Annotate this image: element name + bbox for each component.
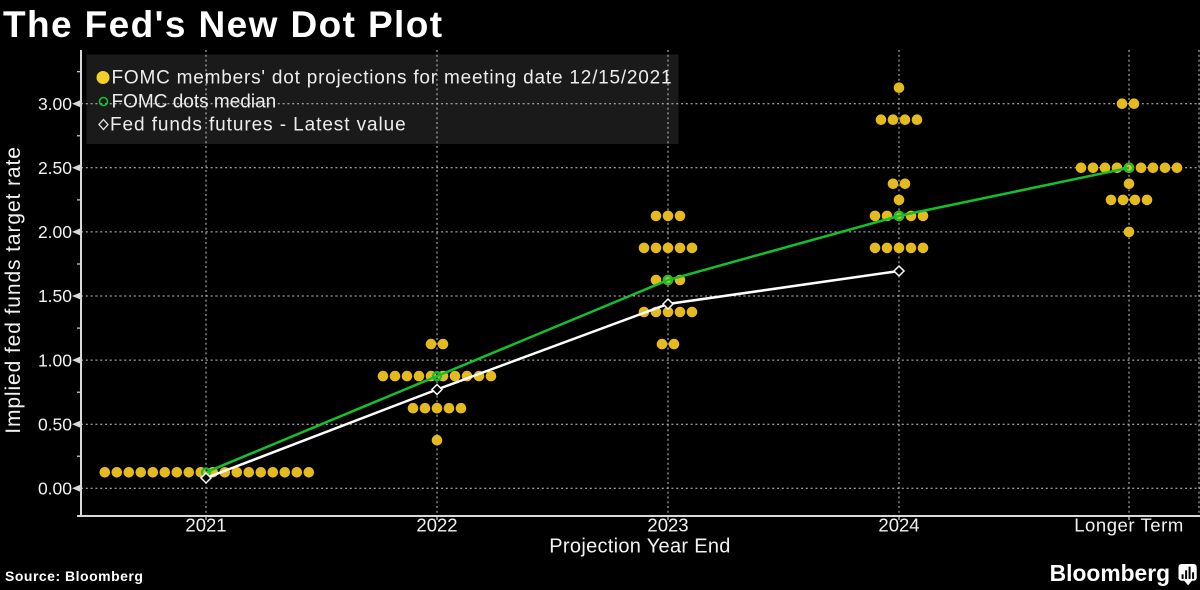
svg-text:Implied fed funds target rate: Implied fed funds target rate bbox=[2, 146, 25, 434]
svg-text:1.50: 1.50 bbox=[38, 286, 72, 306]
svg-text:Source: Bloomberg: Source: Bloomberg bbox=[5, 568, 143, 584]
svg-text:FOMC members' dot projections: FOMC members' dot projections for meetin… bbox=[112, 68, 673, 89]
svg-text:Projection Year End: Projection Year End bbox=[549, 536, 730, 558]
svg-text:Bloomberg: Bloomberg bbox=[1050, 560, 1170, 586]
svg-text:1.00: 1.00 bbox=[38, 350, 72, 370]
svg-text:FOMC dots median: FOMC dots median bbox=[112, 92, 277, 113]
svg-text:0.00: 0.00 bbox=[38, 479, 72, 499]
svg-text:2023: 2023 bbox=[647, 515, 688, 536]
svg-text:Longer Term: Longer Term bbox=[1074, 515, 1184, 536]
svg-text:Fed funds futures - Latest val: Fed funds futures - Latest value bbox=[110, 115, 407, 136]
svg-text:2.00: 2.00 bbox=[38, 222, 72, 242]
svg-text:2024: 2024 bbox=[878, 515, 919, 536]
svg-text:2021: 2021 bbox=[185, 515, 226, 536]
svg-text:The Fed's New Dot Plot: The Fed's New Dot Plot bbox=[3, 4, 443, 45]
svg-text:2022: 2022 bbox=[416, 515, 457, 536]
svg-text:2.50: 2.50 bbox=[38, 158, 72, 178]
svg-text:0.50: 0.50 bbox=[38, 414, 72, 434]
svg-text:3.00: 3.00 bbox=[38, 94, 72, 114]
